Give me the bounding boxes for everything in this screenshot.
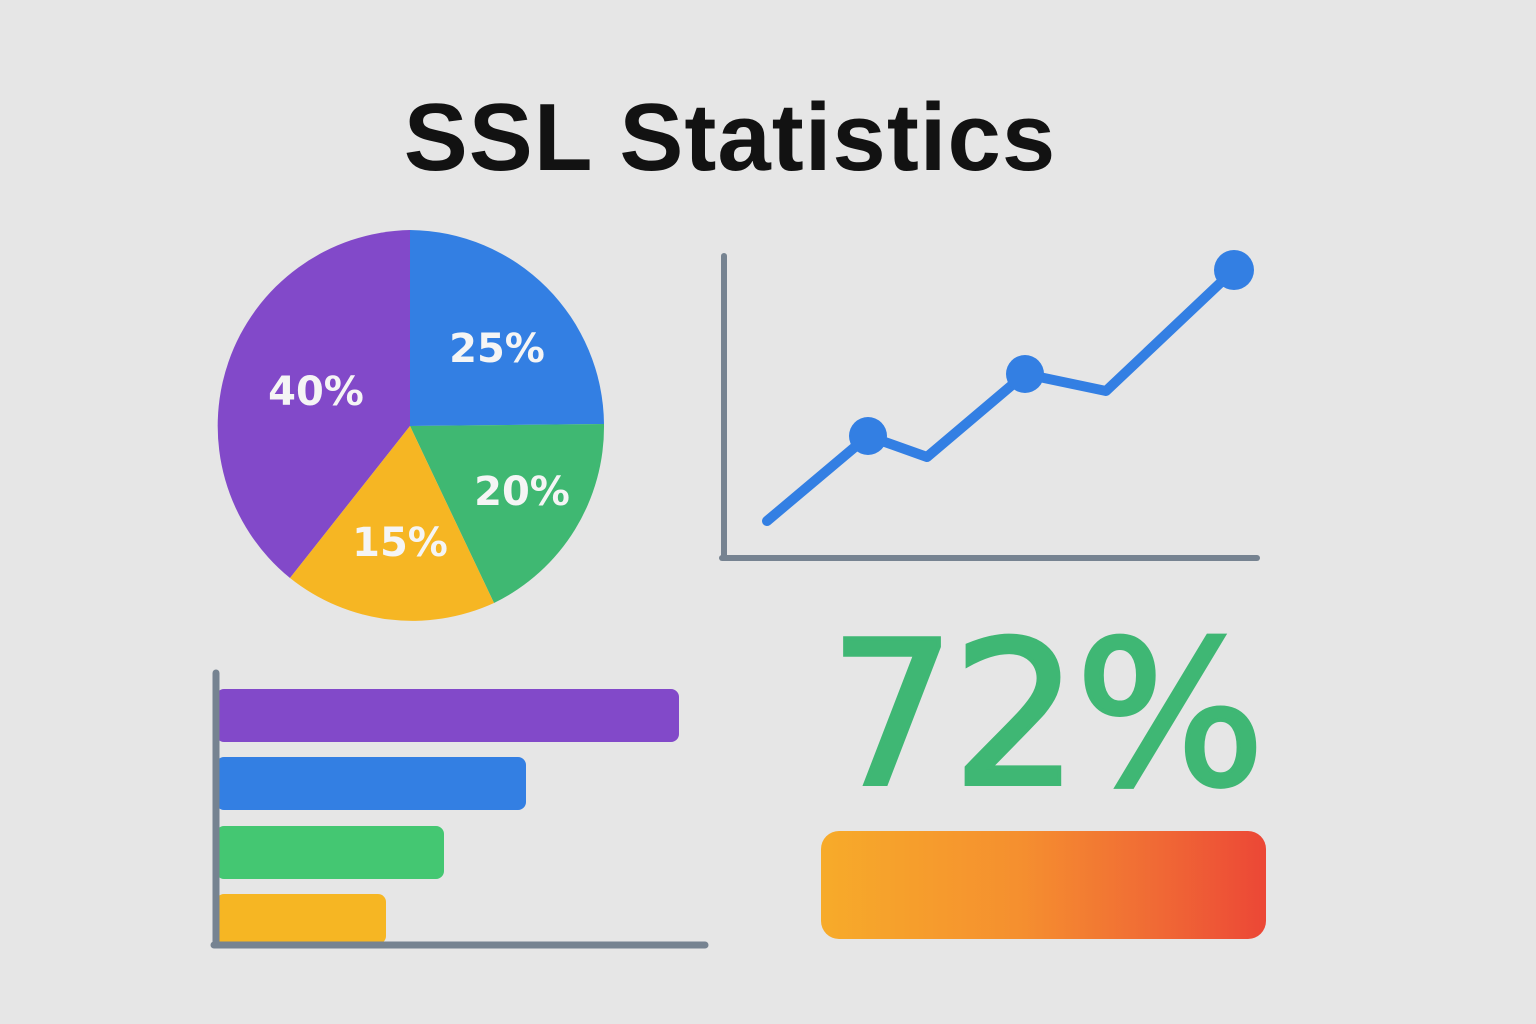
gradient-gauge-bar: [821, 831, 1266, 939]
pie-slice-blue: [410, 230, 604, 426]
key-stat-value: 72%: [827, 599, 1268, 832]
bar-chart: [210, 669, 709, 949]
page-title: SSL Statistics: [403, 84, 1057, 191]
pie-label-purple: 40%: [268, 369, 364, 415]
pie-slice-purple: [217, 230, 410, 578]
line-point-marker: [1214, 250, 1254, 290]
line-series: [762, 265, 1239, 526]
bar-purple: [216, 689, 679, 742]
line-point-marker: [1006, 355, 1044, 393]
bar-blue: [216, 757, 526, 810]
pie-label-blue: 25%: [449, 326, 545, 372]
pie-chart: 40% 25% 20% 15%: [217, 230, 605, 621]
pie-label-yellow: 15%: [352, 520, 448, 566]
pie-label-green: 20%: [474, 469, 570, 515]
pie-slice-yellow: [290, 426, 494, 621]
bar-yellow: [216, 894, 386, 944]
bar-green: [216, 826, 444, 879]
line-point-marker: [849, 417, 887, 455]
pie-slice-green: [410, 424, 605, 603]
line-chart: [719, 250, 1260, 561]
